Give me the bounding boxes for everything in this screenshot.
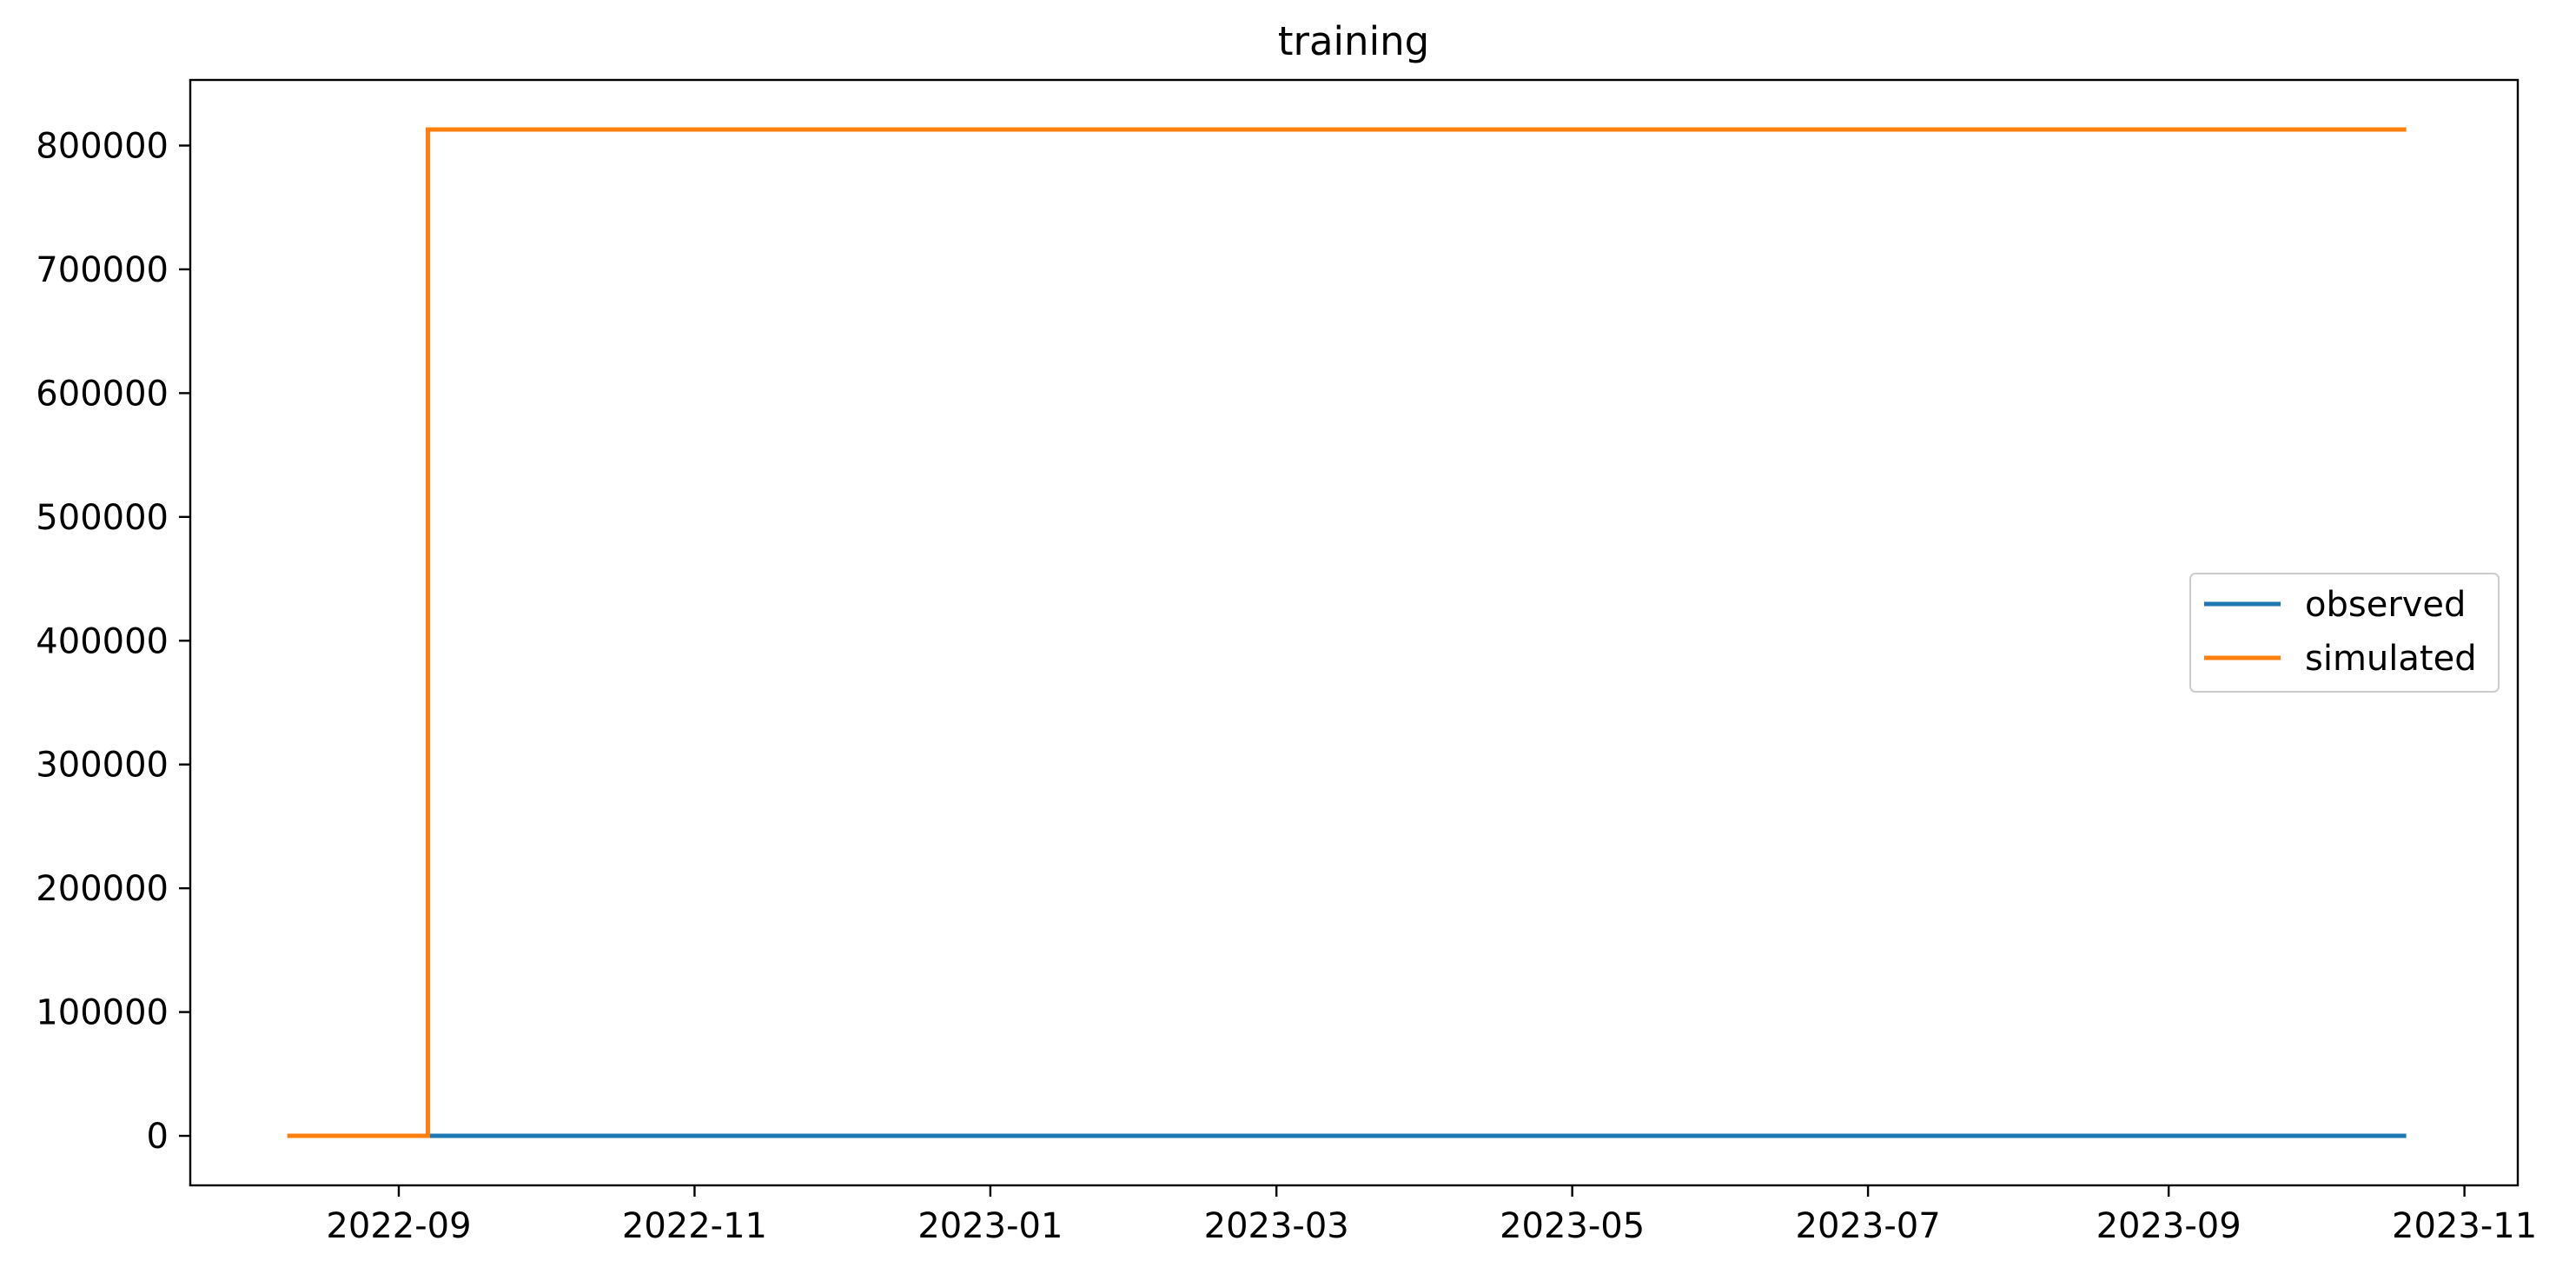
chart-title: training <box>1278 18 1429 64</box>
y-axis: 0 100000 200000 300000 400000 500000 600000 700… <box>36 126 190 1157</box>
series-layer <box>287 127 2407 1138</box>
x-tick-label: 2023-05 <box>1500 1206 1645 1246</box>
x-tick-label: 2022-11 <box>622 1206 767 1246</box>
y-tick-label: 100000 <box>36 993 169 1033</box>
series-line-simulated <box>287 127 2407 1138</box>
legend-label-observed: observed <box>2305 585 2466 625</box>
x-tick-label: 2022-09 <box>326 1206 471 1246</box>
x-tick-label: 2023-07 <box>1796 1206 1941 1246</box>
y-tick-label: 800000 <box>36 126 169 166</box>
x-tick-label: 2023-11 <box>2392 1206 2537 1246</box>
legend: observed simulated <box>2189 573 2500 693</box>
x-axis: 2022-09 2022-11 2023-01 2023-03 2023-05 2023-… <box>326 1185 2537 1246</box>
x-tick-label: 2023-01 <box>917 1206 1063 1246</box>
x-tick-label: 2023-03 <box>1204 1206 1349 1246</box>
x-tick-label: 2023-09 <box>2096 1206 2242 1246</box>
y-tick-label: 0 <box>147 1117 169 1157</box>
legend-label-simulated: simulated <box>2305 639 2477 679</box>
y-tick-label: 300000 <box>36 746 169 786</box>
y-tick-label: 500000 <box>36 498 169 538</box>
y-tick-label: 400000 <box>36 621 169 661</box>
plot-frame <box>189 78 2520 1187</box>
y-tick-label: 600000 <box>36 374 169 414</box>
y-tick-label: 700000 <box>36 250 169 290</box>
y-tick-label: 200000 <box>36 869 169 909</box>
